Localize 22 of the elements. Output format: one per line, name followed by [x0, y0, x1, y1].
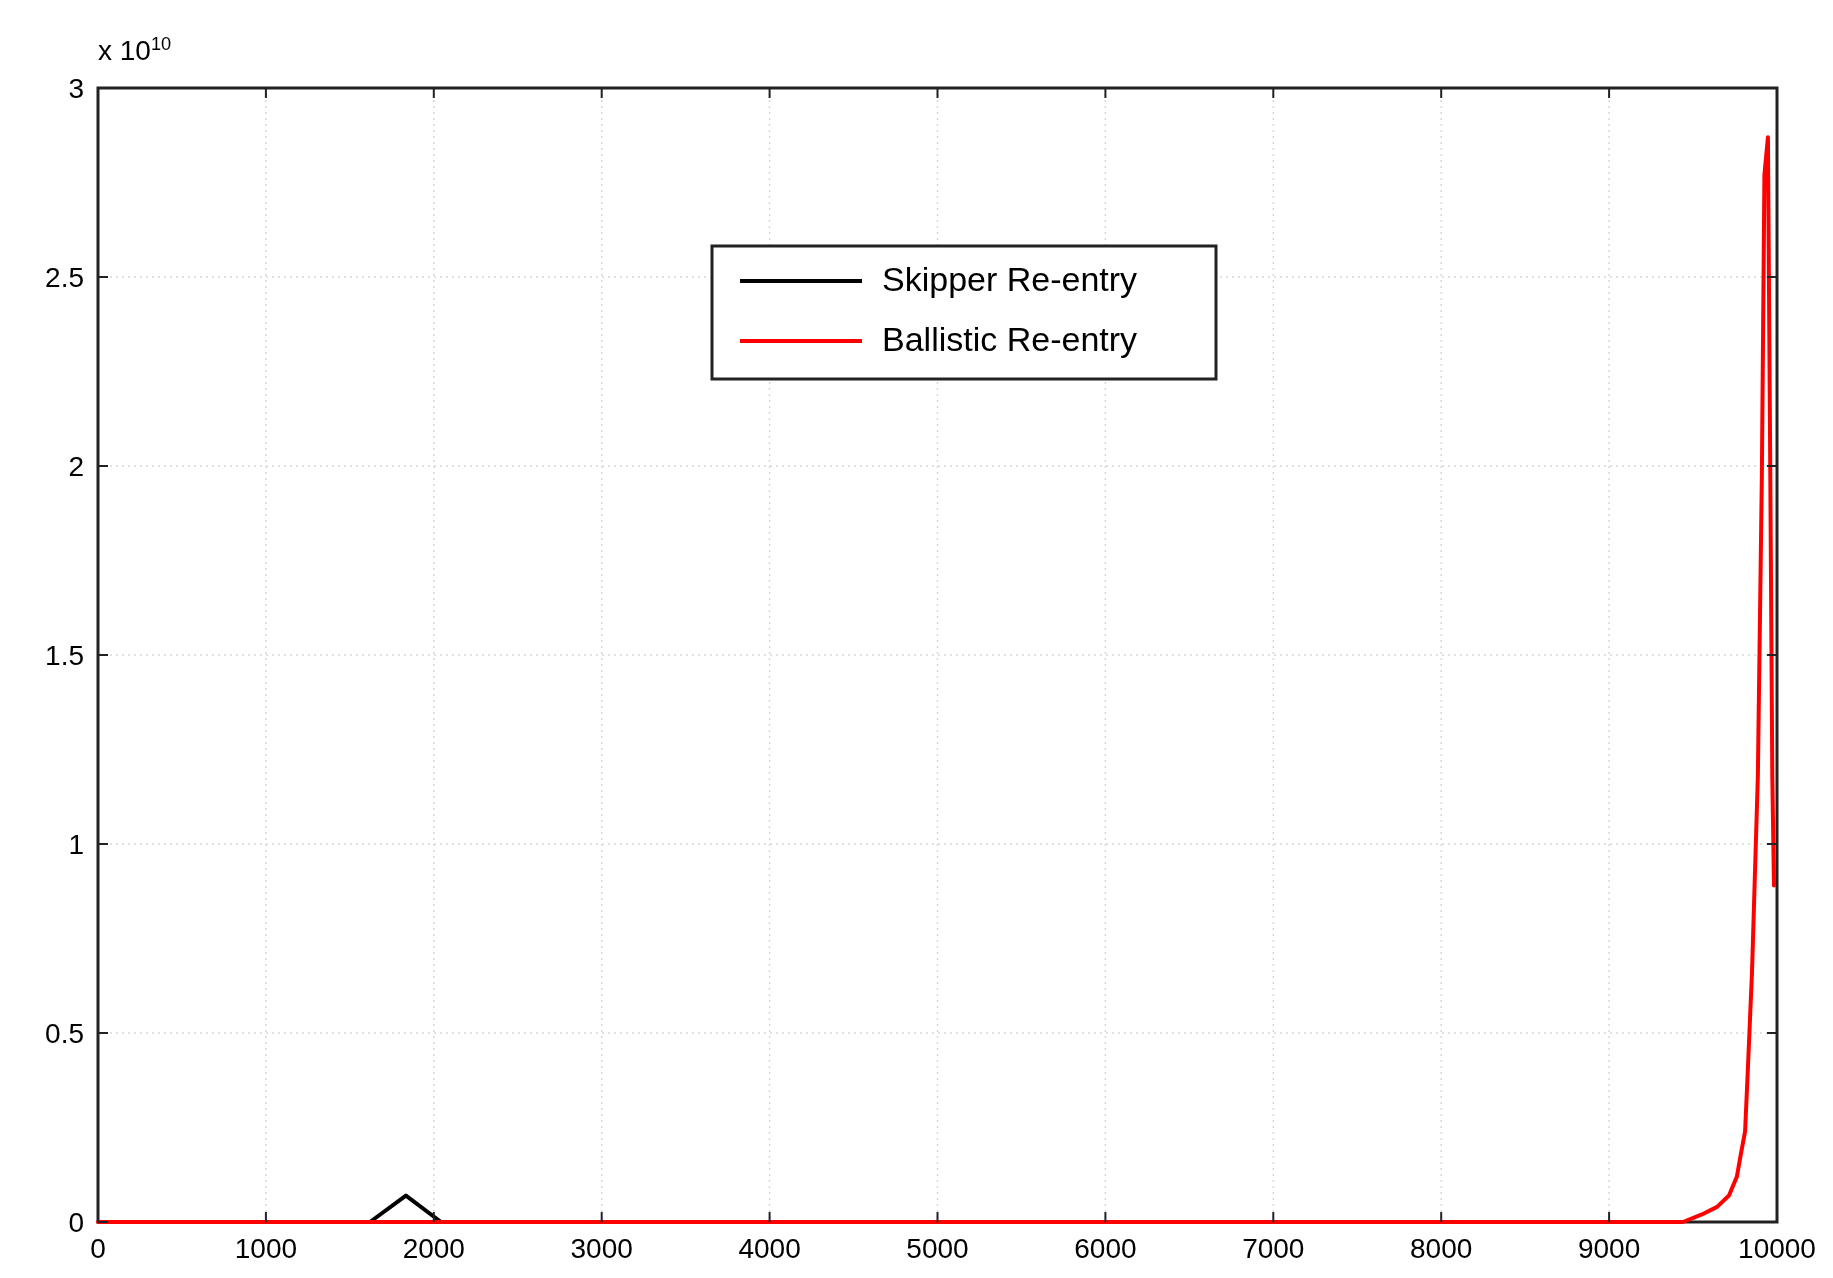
x-tick-label: 9000 [1577, 1233, 1641, 1264]
x-tick-label: 4000 [738, 1233, 801, 1264]
x-tick-label: 10000 [1738, 1233, 1816, 1264]
x-tick-label: 2000 [402, 1233, 465, 1264]
y-tick-label: 1.5 [45, 640, 84, 671]
y-tick-label: 3 [68, 73, 84, 104]
x-tick-label: 3000 [570, 1233, 633, 1264]
y-tick-label: 0.5 [45, 1018, 84, 1049]
x-tick-label: 6000 [1074, 1233, 1137, 1264]
x-tick-label: 5000 [906, 1233, 969, 1264]
y-tick-label: 0 [68, 1207, 84, 1238]
y-tick-label: 2 [68, 451, 84, 482]
x-tick-label: 8000 [1410, 1233, 1473, 1264]
line-series [96, 135, 1776, 1224]
text: x 10$^{10}$ [98, 34, 172, 66]
y-tick-label: 2.5 [45, 262, 84, 293]
x-tick-label: 0 [90, 1233, 106, 1264]
legend-label: Skipper Re-entry [882, 260, 1138, 298]
x-tick-label: 7000 [1242, 1233, 1305, 1264]
legend-label: Ballistic Re-entry [882, 320, 1138, 358]
x-tick-label: 1000 [234, 1233, 298, 1264]
y-tick-label: 1 [68, 829, 84, 860]
